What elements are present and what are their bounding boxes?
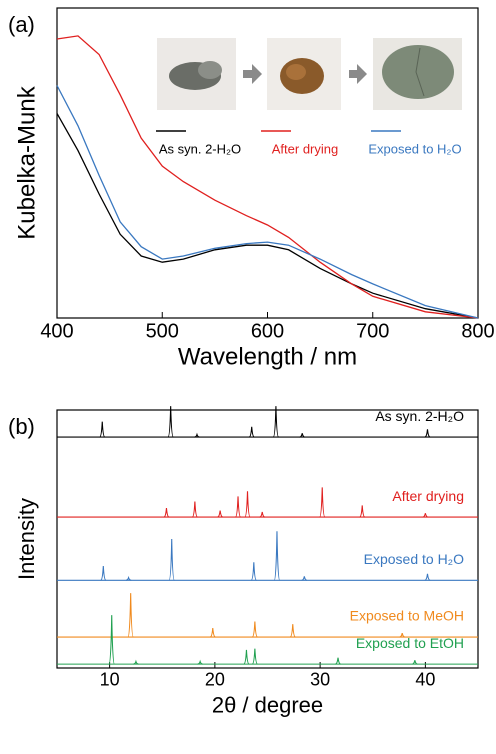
x-tick-label: 40	[415, 669, 435, 689]
diffraction-peak	[197, 659, 203, 665]
series-label: As syn. 2-H₂O	[375, 408, 464, 424]
diffraction-peak	[250, 562, 257, 581]
x-tick-label: 10	[100, 669, 120, 689]
diffraction-peak	[209, 627, 216, 638]
diffraction-peak	[248, 426, 255, 438]
powder	[382, 45, 454, 99]
series-label: After drying	[392, 488, 464, 504]
legend-label: Exposed to H₂O	[368, 141, 461, 156]
x-tick-label: 400	[40, 320, 73, 342]
powder	[198, 61, 222, 79]
diffraction-peak	[243, 649, 250, 665]
diffraction-peak	[301, 576, 308, 581]
panel-label: (b)	[8, 414, 35, 439]
diffraction-peak	[191, 501, 198, 518]
diffraction-peak	[163, 507, 170, 518]
diffraction-peak	[194, 432, 200, 438]
panel-label: (a)	[8, 12, 35, 37]
diffraction-peak	[319, 487, 326, 518]
diffraction-peak	[424, 573, 431, 581]
spectrum-line	[56, 85, 479, 319]
diffraction-peak	[359, 505, 366, 518]
series-label: Exposed to EtOH	[356, 635, 464, 651]
x-axis-label: 2θ / degree	[212, 692, 323, 717]
diffraction-peak	[100, 566, 107, 581]
diffraction-peak	[125, 575, 132, 581]
diffraction-peak	[422, 513, 429, 518]
x-tick-label: 500	[146, 320, 179, 342]
diffraction-peak	[133, 659, 139, 665]
x-tick-label: 600	[251, 320, 284, 342]
x-tick-label: 700	[356, 320, 389, 342]
diffraction-peak	[167, 406, 174, 438]
photos	[157, 38, 462, 110]
x-tick-label: 800	[461, 320, 494, 342]
legend-label: As syn. 2-H₂O	[159, 141, 241, 156]
diffraction-peak	[127, 593, 134, 638]
y-axis-label: Kubelka-Munk	[13, 85, 40, 239]
x-tick-label: 30	[310, 669, 330, 689]
diffraction-peak	[235, 496, 241, 518]
powder	[286, 64, 306, 80]
diffraction-peak	[99, 421, 106, 438]
series-label: Exposed to H₂O	[364, 551, 464, 567]
diffraction-peak	[273, 531, 281, 581]
x-tick-label: 20	[205, 669, 225, 689]
x-axis-label: Wavelength / nm	[178, 343, 357, 370]
series-label: Exposed to MeOH	[350, 608, 464, 624]
diffraction-peak	[412, 660, 418, 665]
diffraction-peak	[217, 510, 223, 518]
y-axis-label: Intensity	[14, 498, 39, 580]
spectrum-line	[56, 113, 479, 319]
diffraction-peak	[399, 633, 405, 638]
spectrum-line	[56, 35, 479, 319]
legend-label: After drying	[272, 141, 338, 156]
diffraction-peak	[251, 648, 258, 665]
diffraction-peak	[424, 429, 431, 438]
diffraction-peak	[244, 491, 251, 518]
crack	[415, 47, 425, 97]
diffraction-peak	[259, 511, 265, 518]
arrow	[349, 64, 367, 84]
diffraction-peak	[272, 406, 280, 438]
diffraction-peak	[108, 615, 115, 665]
diffraction-peak	[299, 433, 305, 438]
plot-frame	[56, 409, 479, 669]
diffraction-peak	[251, 621, 258, 638]
arrow	[243, 64, 262, 84]
diffraction-peak	[168, 538, 175, 581]
diffraction-peak	[289, 624, 296, 638]
diffraction-peak	[335, 657, 341, 665]
